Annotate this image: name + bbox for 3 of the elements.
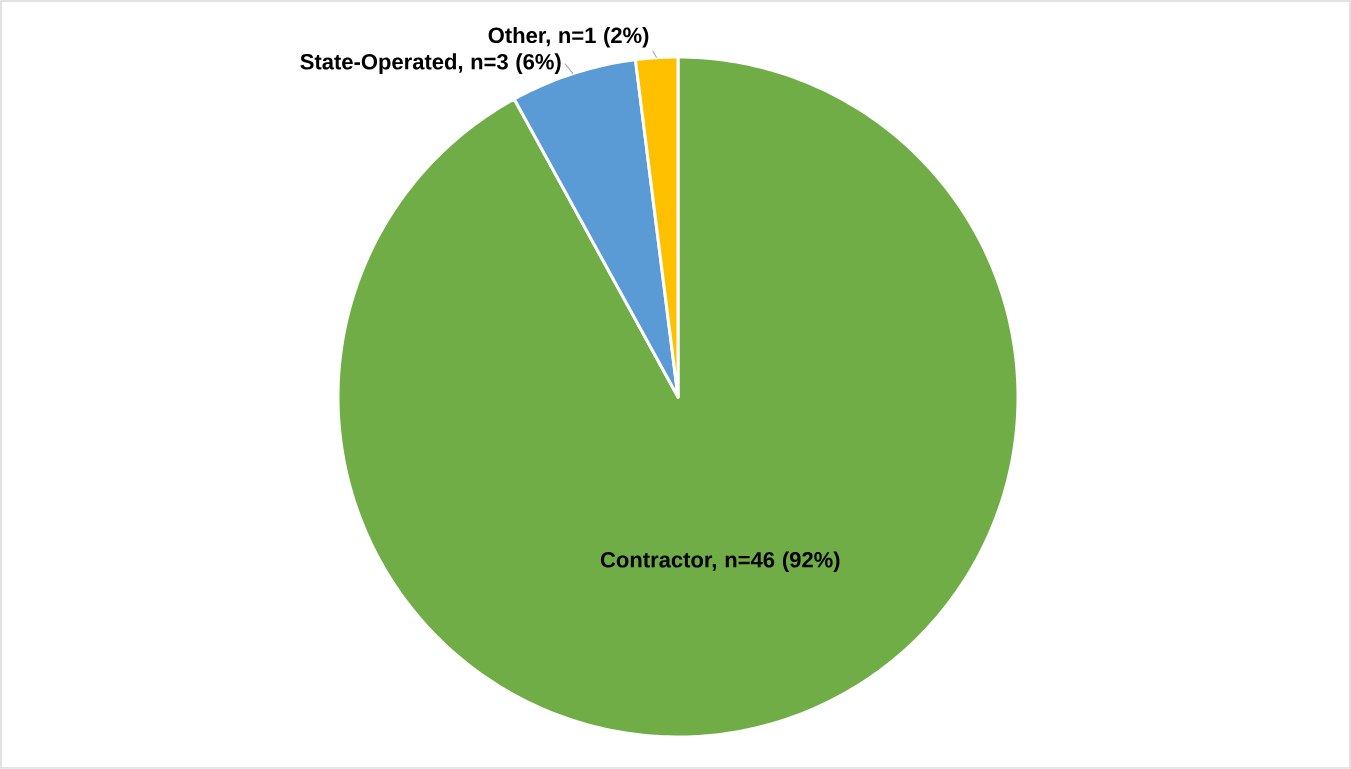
slice-label: Other, n=1 (2%) bbox=[488, 26, 649, 48]
slice-label: Contractor, n=46 (92%) bbox=[600, 551, 840, 572]
slice-label: State-Operated, n=3 (6%) bbox=[300, 53, 561, 74]
